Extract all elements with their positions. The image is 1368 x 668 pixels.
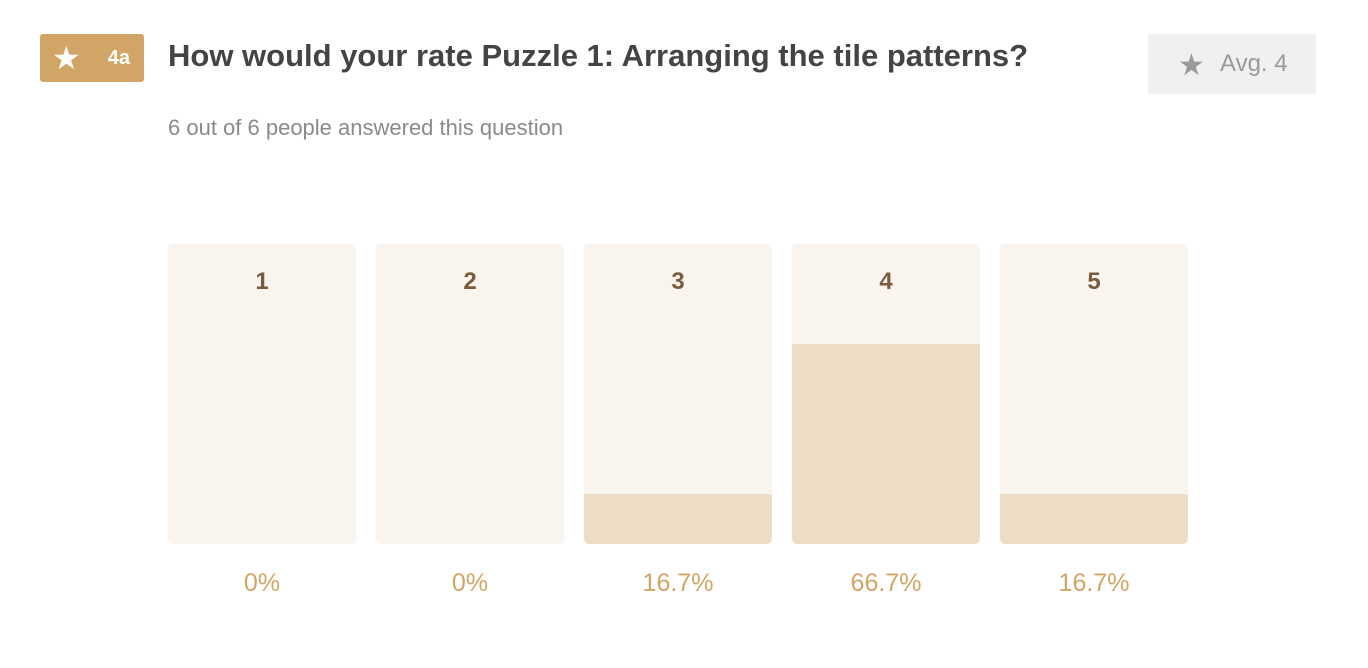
rating-column-4: 4 66.7% [792,244,980,614]
rating-bar-track: 3 [584,244,772,544]
rating-percentage: 0% [243,569,281,597]
star-icon: ★ [52,40,81,76]
rating-bar-track: 1 [168,244,356,544]
rating-column-5: 5 16.7% [1000,244,1188,614]
rating-value-label: 4 [879,268,893,295]
answered-count: 6 out of 6 people answered this question [168,115,564,140]
rating-distribution-chart: 1 0% 2 0% 3 16.7% 4 66.7% 5 16.7% [168,244,1188,614]
rating-value-label: 2 [463,268,477,295]
rating-value-label: 5 [1087,268,1101,295]
rating-bar-track: 5 [1000,244,1188,544]
rating-bar-fill [584,494,772,544]
rating-percentage: 16.7% [1058,569,1130,597]
average-rating-label: Avg. 4 [1220,50,1288,77]
rating-bar-fill [1000,494,1188,544]
question-number: 4a [107,47,130,69]
rating-value-label: 1 [255,268,269,295]
rating-column-1: 1 0% [168,244,356,614]
rating-percentage: 16.7% [642,569,714,597]
rating-percentage: 66.7% [850,569,922,597]
rating-bar-track: 2 [376,244,564,544]
rating-value-label: 3 [671,268,685,295]
rating-bar-track: 4 [792,244,980,544]
question-title: How would your rate Puzzle 1: Arranging … [168,38,1029,73]
average-rating-badge: ★ Avg. 4 [1148,34,1316,94]
question-badge: ★ 4a [40,34,144,82]
rating-percentage: 0% [451,569,489,597]
star-icon: ★ [1178,49,1205,82]
rating-column-3: 3 16.7% [584,244,772,614]
rating-bar-fill [792,344,980,544]
rating-column-2: 2 0% [376,244,564,614]
